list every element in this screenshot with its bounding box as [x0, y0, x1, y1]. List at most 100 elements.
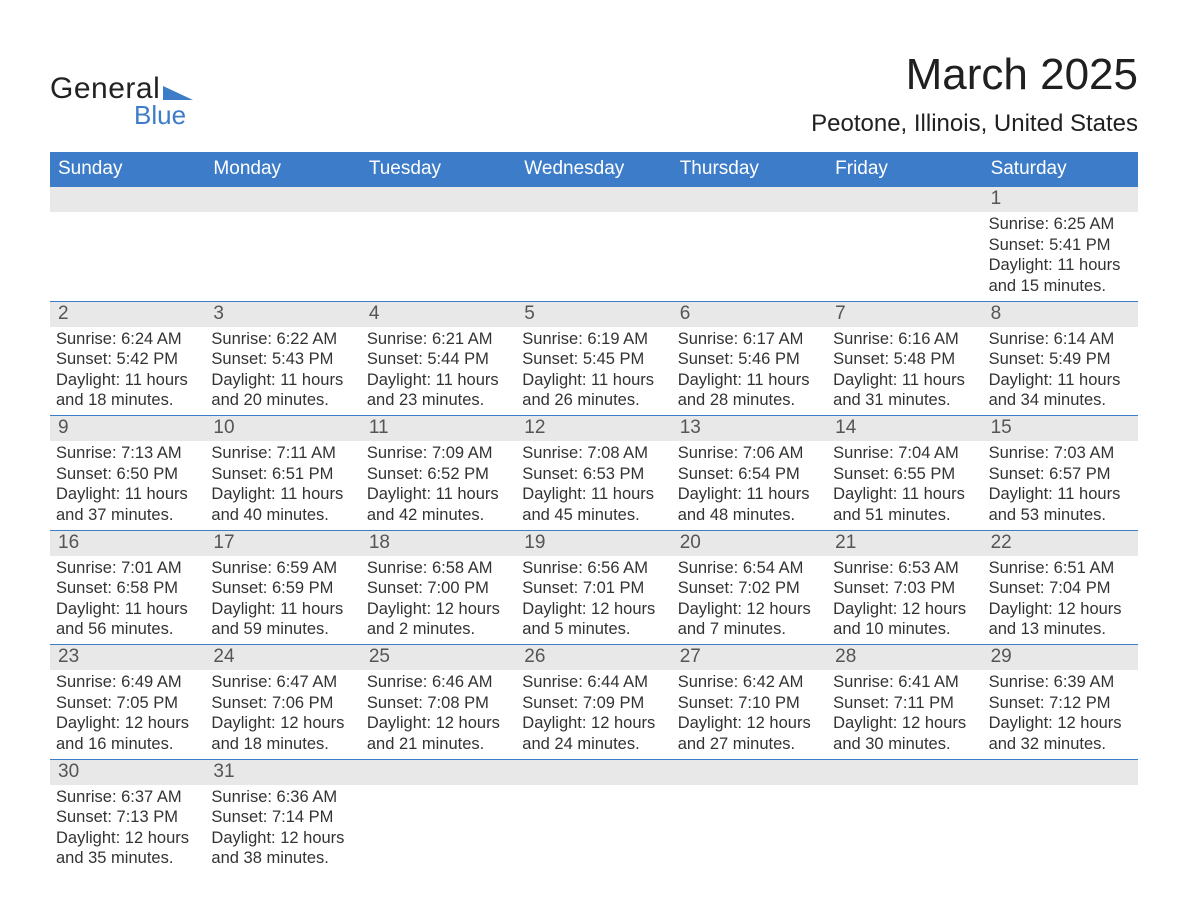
sunrise-text: Sunrise: 6:25 AM: [989, 214, 1132, 235]
weekday-header: Thursday: [672, 152, 827, 187]
day-number: [672, 187, 827, 212]
day-cell: Sunrise: 6:46 AMSunset: 7:08 PMDaylight:…: [361, 670, 516, 759]
sunset-text: Sunset: 5:49 PM: [989, 349, 1132, 370]
daylight-text: Daylight: 11 hours and 20 minutes.: [211, 370, 354, 411]
day-cell: Sunrise: 6:41 AMSunset: 7:11 PMDaylight:…: [827, 670, 982, 759]
day-cell: [361, 785, 516, 874]
sunrise-text: Sunrise: 6:54 AM: [678, 558, 821, 579]
day-number: [983, 760, 1138, 785]
sunrise-text: Sunrise: 7:11 AM: [211, 443, 354, 464]
location: Peotone, Illinois, United States: [811, 110, 1138, 138]
day-number: 7: [827, 302, 982, 327]
day-number: [50, 187, 205, 212]
sunset-text: Sunset: 5:43 PM: [211, 349, 354, 370]
daylight-text: Daylight: 11 hours and 18 minutes.: [56, 370, 199, 411]
sunrise-text: Sunrise: 6:21 AM: [367, 329, 510, 350]
daylight-text: Daylight: 11 hours and 26 minutes.: [522, 370, 665, 411]
day-number: 24: [205, 645, 360, 670]
sunrise-text: Sunrise: 6:17 AM: [678, 329, 821, 350]
title-block: March 2025 Peotone, Illinois, United Sta…: [811, 50, 1138, 138]
daylight-text: Daylight: 11 hours and 40 minutes.: [211, 484, 354, 525]
day-number: [516, 760, 671, 785]
daylight-text: Daylight: 12 hours and 30 minutes.: [833, 713, 976, 754]
sunset-text: Sunset: 6:58 PM: [56, 578, 199, 599]
day-number: 25: [361, 645, 516, 670]
daylight-text: Daylight: 12 hours and 10 minutes.: [833, 599, 976, 640]
day-cell: [672, 785, 827, 874]
sunrise-text: Sunrise: 6:49 AM: [56, 672, 199, 693]
sunset-text: Sunset: 5:48 PM: [833, 349, 976, 370]
daynum-strip: 1: [50, 187, 1138, 212]
day-number: 4: [361, 302, 516, 327]
day-cell: Sunrise: 6:58 AMSunset: 7:00 PMDaylight:…: [361, 556, 516, 645]
day-number: 20: [672, 531, 827, 556]
sunrise-text: Sunrise: 6:53 AM: [833, 558, 976, 579]
sunrise-text: Sunrise: 7:09 AM: [367, 443, 510, 464]
day-number: [205, 187, 360, 212]
day-number: 5: [516, 302, 671, 327]
day-number: [361, 187, 516, 212]
sunset-text: Sunset: 6:55 PM: [833, 464, 976, 485]
logo: General Blue: [50, 72, 193, 131]
sunset-text: Sunset: 7:10 PM: [678, 693, 821, 714]
daylight-text: Daylight: 11 hours and 15 minutes.: [989, 255, 1132, 296]
sunrise-text: Sunrise: 7:13 AM: [56, 443, 199, 464]
sunset-text: Sunset: 7:05 PM: [56, 693, 199, 714]
day-cell: [50, 212, 205, 301]
logo-text-blue: Blue: [134, 100, 186, 131]
calendar: Sunday Monday Tuesday Wednesday Thursday…: [50, 152, 1138, 873]
day-cell: Sunrise: 6:47 AMSunset: 7:06 PMDaylight:…: [205, 670, 360, 759]
sunrise-text: Sunrise: 6:42 AM: [678, 672, 821, 693]
sunrise-text: Sunrise: 7:06 AM: [678, 443, 821, 464]
daylight-text: Daylight: 11 hours and 34 minutes.: [989, 370, 1132, 411]
sunset-text: Sunset: 7:01 PM: [522, 578, 665, 599]
logo-flag-icon: [163, 82, 193, 100]
day-number: 26: [516, 645, 671, 670]
daylight-text: Daylight: 12 hours and 27 minutes.: [678, 713, 821, 754]
sunrise-text: Sunrise: 6:58 AM: [367, 558, 510, 579]
header-block: General Blue March 2025 Peotone, Illinoi…: [50, 50, 1138, 138]
daylight-text: Daylight: 11 hours and 42 minutes.: [367, 484, 510, 525]
day-number: 2: [50, 302, 205, 327]
sunrise-text: Sunrise: 6:39 AM: [989, 672, 1132, 693]
day-cell: Sunrise: 7:04 AMSunset: 6:55 PMDaylight:…: [827, 441, 982, 530]
sunrise-text: Sunrise: 6:46 AM: [367, 672, 510, 693]
day-number: 29: [983, 645, 1138, 670]
day-cell: Sunrise: 6:17 AMSunset: 5:46 PMDaylight:…: [672, 327, 827, 416]
day-cell: Sunrise: 6:36 AMSunset: 7:14 PMDaylight:…: [205, 785, 360, 874]
sunrise-text: Sunrise: 6:16 AM: [833, 329, 976, 350]
sunset-text: Sunset: 6:59 PM: [211, 578, 354, 599]
weekday-header: Friday: [827, 152, 982, 187]
day-number: 8: [983, 302, 1138, 327]
week-row: 3031Sunrise: 6:37 AMSunset: 7:13 PMDayli…: [50, 759, 1138, 874]
day-number: 6: [672, 302, 827, 327]
daylight-text: Daylight: 11 hours and 59 minutes.: [211, 599, 354, 640]
day-number: 13: [672, 416, 827, 441]
sunset-text: Sunset: 7:09 PM: [522, 693, 665, 714]
day-number: 16: [50, 531, 205, 556]
day-number: 10: [205, 416, 360, 441]
day-cell: Sunrise: 6:22 AMSunset: 5:43 PMDaylight:…: [205, 327, 360, 416]
day-cell: Sunrise: 7:06 AMSunset: 6:54 PMDaylight:…: [672, 441, 827, 530]
day-cell: Sunrise: 6:51 AMSunset: 7:04 PMDaylight:…: [983, 556, 1138, 645]
day-cell: Sunrise: 7:11 AMSunset: 6:51 PMDaylight:…: [205, 441, 360, 530]
sunrise-text: Sunrise: 7:08 AM: [522, 443, 665, 464]
day-cell: [361, 212, 516, 301]
sunrise-text: Sunrise: 6:41 AM: [833, 672, 976, 693]
day-cell: Sunrise: 7:13 AMSunset: 6:50 PMDaylight:…: [50, 441, 205, 530]
daynum-strip: 16171819202122: [50, 531, 1138, 556]
weekday-header: Wednesday: [516, 152, 671, 187]
sunrise-text: Sunrise: 6:51 AM: [989, 558, 1132, 579]
day-number: 31: [205, 760, 360, 785]
daylight-text: Daylight: 12 hours and 16 minutes.: [56, 713, 199, 754]
daylight-text: Daylight: 11 hours and 48 minutes.: [678, 484, 821, 525]
day-cell: Sunrise: 7:01 AMSunset: 6:58 PMDaylight:…: [50, 556, 205, 645]
sunset-text: Sunset: 6:51 PM: [211, 464, 354, 485]
page: General Blue March 2025 Peotone, Illinoi…: [0, 0, 1188, 903]
sunset-text: Sunset: 6:54 PM: [678, 464, 821, 485]
daylight-text: Daylight: 11 hours and 37 minutes.: [56, 484, 199, 525]
daylight-text: Daylight: 12 hours and 18 minutes.: [211, 713, 354, 754]
day-cell: Sunrise: 6:19 AMSunset: 5:45 PMDaylight:…: [516, 327, 671, 416]
day-number: [516, 187, 671, 212]
day-number: 28: [827, 645, 982, 670]
